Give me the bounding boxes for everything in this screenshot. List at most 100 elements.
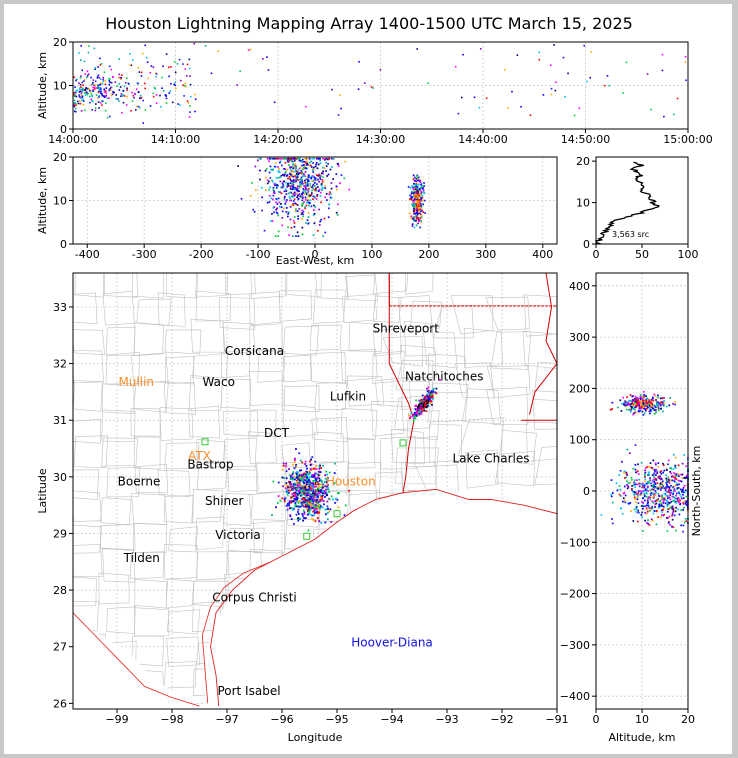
north-south-point (656, 487, 659, 490)
north-south-point (683, 500, 686, 503)
north-south-point (631, 400, 634, 403)
north-south-point (619, 488, 622, 491)
east-west-point (302, 202, 305, 205)
east-west-point (293, 181, 295, 183)
east-west-point (315, 174, 318, 177)
plan-view-point (306, 507, 309, 510)
time-altitude-xtick-label: 14:40:00 (458, 133, 507, 146)
east-west-point (301, 160, 303, 163)
time-altitude-point (108, 83, 111, 86)
east-west-point (275, 177, 278, 179)
north-south-point (662, 462, 664, 465)
plan-view-point (416, 411, 418, 414)
north-south-point (629, 502, 632, 504)
time-altitude-point (182, 63, 184, 65)
plan-view-point (426, 402, 429, 405)
county-boundary (99, 523, 136, 551)
east-west-point (413, 202, 415, 205)
plan-view-point (293, 482, 296, 485)
east-west-point (302, 166, 305, 169)
plan-view-point (430, 392, 433, 395)
north-south-point (648, 473, 650, 476)
north-south-point (652, 512, 655, 515)
north-south-point (652, 399, 655, 402)
north-south-point (681, 490, 683, 493)
east-west-point (277, 235, 279, 237)
plan-view-point (316, 512, 319, 515)
plan-view-point (288, 486, 291, 489)
north-south-point (649, 496, 652, 499)
east-west-point (414, 204, 416, 207)
plan-view-point (290, 482, 293, 485)
plan-view-point (292, 478, 295, 481)
east-west-point (271, 220, 274, 222)
plan-view-point (322, 483, 325, 486)
plan-view-point (299, 478, 302, 480)
east-west-point (419, 205, 422, 207)
north-south-point (675, 506, 677, 509)
north-south-point (630, 476, 633, 479)
plan-view-point (318, 479, 321, 482)
city-label: Natchitoches (405, 370, 483, 384)
county-boundary (131, 273, 165, 299)
plan-view-point (308, 510, 311, 513)
north-south-point (618, 485, 621, 487)
east-west-point (415, 203, 417, 205)
north-south-point (668, 496, 671, 499)
plan-view-point (315, 495, 318, 498)
north-south-point (657, 407, 660, 410)
time-altitude-point (142, 122, 145, 124)
county-boundary (224, 273, 256, 295)
plan-view-point (431, 403, 433, 406)
north-south-point (634, 491, 637, 494)
north-south-point (672, 508, 675, 511)
east-west-point (286, 199, 288, 201)
time-altitude-point (152, 92, 155, 95)
east-west-point (279, 191, 282, 194)
north-south-point (644, 469, 646, 472)
time-altitude-point (454, 65, 457, 68)
east-west-point (271, 179, 273, 182)
time-altitude-point (92, 79, 95, 81)
east-west-point (412, 192, 415, 195)
east-west-point (291, 193, 294, 195)
plan-view-point (294, 457, 296, 460)
time-altitude-point (97, 85, 99, 88)
north-south-point (652, 480, 654, 483)
county-boundary (188, 375, 223, 411)
plan-view-point (298, 482, 301, 485)
north-south-point (641, 511, 643, 514)
east-west-point (332, 157, 335, 160)
plan-view-point (315, 508, 318, 511)
plan-view-point (415, 408, 418, 411)
time-altitude-point (81, 81, 84, 84)
east-west-point (297, 198, 299, 201)
time-altitude-point (165, 53, 168, 55)
plan-view-point (292, 494, 295, 497)
north-south-point (660, 407, 663, 410)
time-altitude-point (100, 82, 102, 84)
county-boundary (311, 417, 348, 443)
east-west-point (322, 172, 324, 175)
east-west-point (297, 215, 299, 218)
plan-view-point (288, 502, 290, 505)
east-west-point (268, 180, 270, 183)
east-west-point (419, 181, 422, 184)
parish-boundary (450, 295, 494, 335)
plan-view-point (302, 476, 304, 479)
north-south-point (685, 476, 688, 478)
north-south-point (642, 401, 645, 404)
plan-view-point (287, 486, 289, 489)
plan-view-point (312, 475, 315, 478)
east-west-point (306, 163, 309, 166)
plan-view-point (305, 501, 308, 504)
plan-view-point (328, 510, 331, 513)
north-south-point (647, 406, 649, 409)
plan-view-xtick-label: −98 (160, 713, 183, 726)
plan-view-point (295, 496, 298, 499)
time-altitude-point (189, 83, 192, 86)
east-west-point (310, 160, 313, 163)
plan-view-point (319, 507, 322, 510)
time-altitude-point (83, 88, 85, 91)
